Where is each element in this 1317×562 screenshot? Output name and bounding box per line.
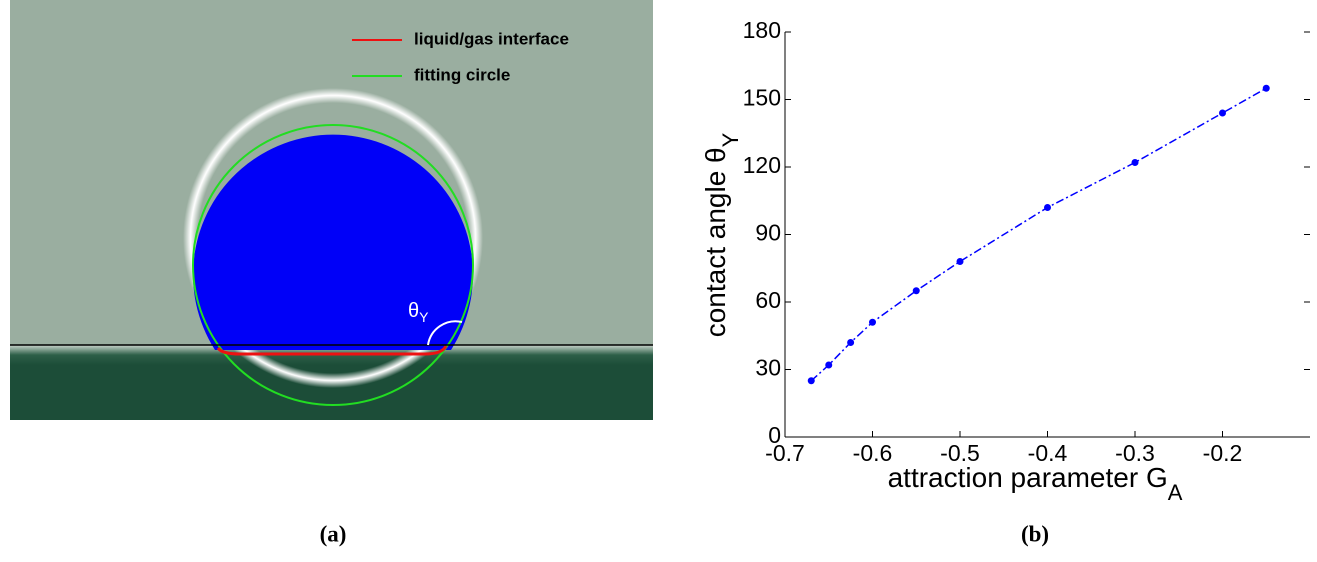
data-point (808, 377, 815, 384)
x-tick-label: -0.2 (1203, 440, 1243, 466)
data-point (825, 362, 832, 369)
panel-a: θY liquid/gas interface fitting circle (10, 0, 653, 420)
y-tick-label: 150 (743, 85, 781, 111)
y-tick-label: 120 (743, 152, 781, 178)
caption: (b) (1021, 521, 1049, 546)
caption: (a) (320, 521, 347, 546)
angle-subscript: Y (419, 309, 429, 325)
y-axis-label: contact angle θY (700, 132, 742, 337)
y-tick-label: 90 (755, 220, 781, 246)
x-label-text: attraction parameter G (888, 462, 1168, 493)
y-label-subscript: Y (718, 132, 743, 147)
data-point (847, 339, 854, 346)
data-line (811, 88, 1266, 381)
data-point (869, 319, 876, 326)
data-point (1219, 110, 1226, 117)
data-point (1263, 85, 1270, 92)
x-tick-label: -0.7 (765, 440, 805, 466)
data-point (1132, 159, 1139, 166)
x-axis-label: attraction parameter GA (888, 462, 1183, 504)
legend-entry: liquid/gas interface (414, 29, 569, 48)
x-tick-label: -0.6 (853, 440, 893, 466)
chart: 0306090120150180-0.7-0.6-0.5-0.4-0.3-0.2… (700, 17, 1310, 546)
data-point (957, 258, 964, 265)
y-tick-label: 30 (755, 355, 781, 381)
y-tick-label: 60 (755, 287, 781, 313)
angle-symbol: θ (408, 300, 419, 322)
y-tick-label: 180 (743, 17, 781, 43)
figure: θY liquid/gas interface fitting circle (… (0, 0, 1317, 562)
legend-entry: fitting circle (414, 65, 510, 84)
data-point (1044, 204, 1051, 211)
x-label-subscript: A (1168, 480, 1183, 505)
data-point (913, 287, 920, 294)
y-label-text: contact angle θ (700, 147, 731, 337)
